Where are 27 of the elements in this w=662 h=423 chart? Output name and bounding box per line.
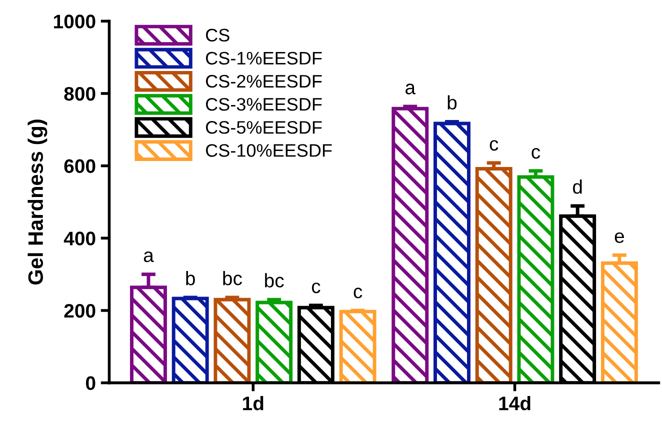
y-tick-label: 800 (64, 86, 96, 101)
legend-label: CS-3%EESDF (206, 98, 322, 111)
legend-label: CS-1%EESDF (206, 52, 322, 65)
legend-label: CS (206, 28, 230, 42)
annotation: c (532, 148, 540, 159)
annotation: a (144, 251, 154, 262)
annotation: bc (265, 273, 284, 288)
x-tick-label: 1d (243, 396, 264, 410)
y-tick-label: 1000 (54, 14, 96, 28)
y-axis-title: Gel Hardness (g) (28, 120, 48, 284)
annotation: c (354, 288, 362, 298)
annotation: e (614, 232, 624, 243)
legend-label: CS-5%EESDF (206, 121, 322, 134)
annotation: c (490, 140, 498, 151)
annotation: a (406, 84, 416, 94)
annotation: c (312, 282, 320, 294)
y-tick-label: 600 (64, 159, 96, 174)
annotation: bc (223, 271, 242, 286)
y-tick-label: 0 (86, 376, 96, 390)
x-tick-label: 14d (499, 396, 530, 410)
y-tick-label: 400 (64, 232, 96, 246)
legend-label: CS-2%EESDF (206, 74, 322, 88)
annotation: d (572, 180, 582, 194)
annotation: b (186, 271, 195, 286)
y-tick-label: 200 (64, 304, 96, 318)
annotation: b (448, 95, 457, 110)
legend-label: CS-10%EESDF (206, 144, 332, 157)
